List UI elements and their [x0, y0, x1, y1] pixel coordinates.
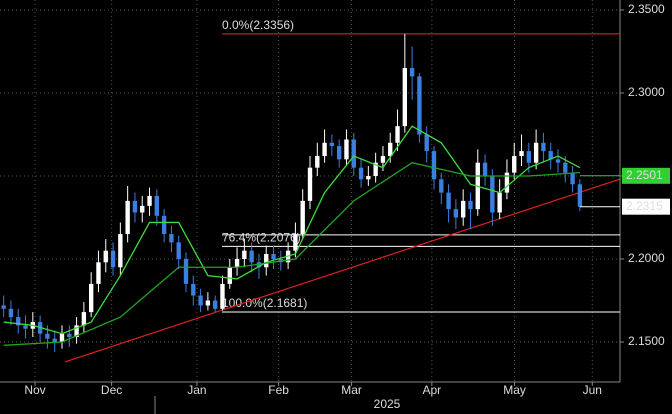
candle-body [169, 234, 174, 243]
candle-body [453, 209, 459, 218]
candle-body [351, 139, 356, 168]
candle-body [395, 126, 400, 143]
price-tag-box [622, 198, 670, 215]
candle-body [322, 142, 327, 157]
candle-body [242, 250, 247, 259]
candle-body [271, 254, 276, 259]
candle-body [446, 192, 451, 210]
candle-body [183, 258, 189, 284]
candle-body [541, 142, 546, 152]
candle-body [548, 151, 553, 160]
candle-body [220, 283, 225, 309]
candle-body [482, 162, 488, 176]
price-tag-box [622, 167, 670, 184]
y-tick-label: 2.3000 [628, 85, 665, 99]
candle-body [329, 142, 335, 147]
candle-body [212, 300, 218, 309]
candle-body [8, 308, 14, 318]
candle-body [52, 338, 57, 342]
candle-body [125, 200, 130, 235]
candle-body [1, 305, 6, 309]
candle-body [154, 195, 160, 216]
candle-body [161, 215, 167, 235]
candle-body [103, 250, 108, 263]
candle-body [67, 333, 72, 338]
x-tick-label: Dec [101, 383, 122, 397]
candle-body [110, 250, 116, 268]
candle-body [59, 333, 65, 342]
candle-body [118, 234, 123, 268]
candle-body [45, 333, 50, 339]
x-tick-label: Jun [583, 383, 602, 397]
candle-body [504, 172, 510, 193]
candle-body [191, 283, 196, 296]
candle-body [140, 205, 145, 213]
price-tag-label: 2.2501 [626, 168, 663, 182]
candle-body [431, 151, 437, 180]
candle-body [74, 325, 79, 338]
candle-body [249, 250, 254, 263]
candle-body [439, 179, 444, 193]
candle-body [23, 325, 28, 329]
x-tick-label: Feb [268, 383, 289, 397]
moving-average-line [3, 161, 580, 346]
candle-body [373, 162, 378, 176]
x-tick-label: Apr [422, 383, 441, 397]
candle-body [336, 146, 342, 160]
candle-body [555, 159, 561, 163]
candle-body [344, 139, 349, 160]
candle-body [388, 142, 393, 157]
candle-body [519, 151, 524, 157]
candle-body [497, 192, 502, 213]
candle-body [176, 242, 181, 259]
candle-body [490, 175, 495, 213]
candle-body [205, 300, 211, 306]
y-tick-label: 2.3500 [628, 2, 665, 16]
x-tick-label: Nov [24, 383, 45, 397]
candle-body [147, 195, 152, 206]
candle-body [96, 262, 101, 284]
candle-body [533, 142, 539, 163]
candle-body [380, 156, 386, 163]
candle-body [577, 184, 583, 207]
candle-body [563, 162, 568, 173]
level-label: 0.0%(2.3356) [222, 18, 294, 32]
moving-average-line [3, 125, 581, 335]
trend-line [64, 178, 620, 363]
x-tick-label: May [503, 383, 526, 397]
candle-body [570, 172, 575, 185]
y-tick-label: 2.1500 [628, 334, 665, 348]
level-label: 76.4%(2.2076) [222, 231, 301, 245]
candle-body [234, 258, 240, 268]
candle-body [264, 254, 269, 268]
candle-body [409, 68, 415, 77]
candle-body [198, 295, 203, 306]
year-label: 2025 [374, 397, 401, 411]
candle-body [526, 151, 532, 163]
y-tick-label: 2.2000 [628, 251, 665, 265]
candle-body [293, 234, 298, 251]
candle-body [307, 167, 313, 201]
candle-body [417, 76, 422, 135]
candle-body [16, 317, 21, 326]
candle-body [460, 200, 466, 218]
candle-body [512, 156, 517, 173]
candle-body [468, 200, 473, 210]
candle-body [315, 156, 320, 168]
candle-body [81, 312, 87, 326]
level-label: 100.0%(2.1681) [222, 296, 307, 310]
candle-body [366, 175, 371, 180]
x-tick-label: Jan [187, 383, 206, 397]
candle-body [424, 134, 429, 152]
price-tag-label: 2.2315 [626, 199, 663, 213]
candle-body [358, 167, 364, 180]
x-tick-label: Mar [341, 383, 362, 397]
candle-body [132, 200, 138, 213]
candle-body [300, 200, 305, 235]
candle-body [402, 68, 408, 127]
candle-body [227, 267, 232, 284]
candle-body [88, 283, 94, 313]
